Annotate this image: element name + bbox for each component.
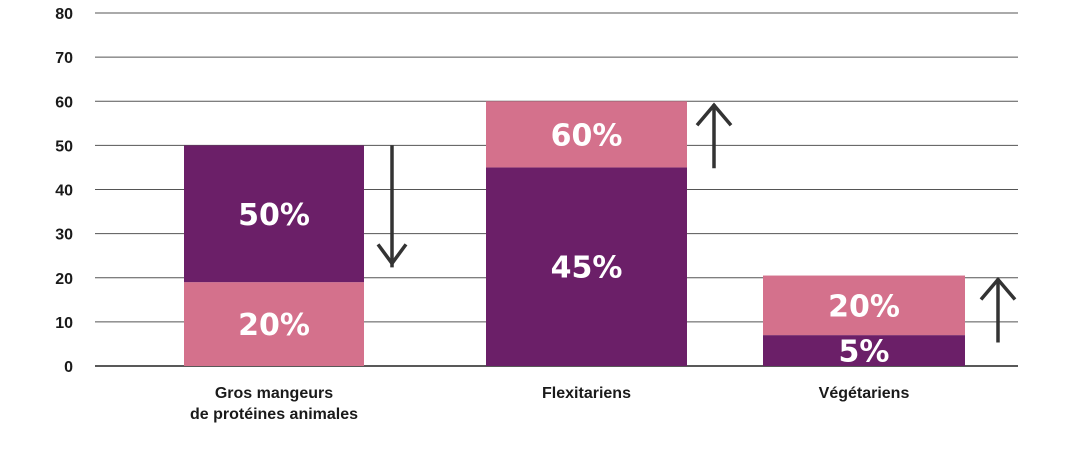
bar-segment [486,101,687,168]
category-label: Flexitariens [542,385,631,402]
category-label: Végétariens [819,385,910,402]
trend-arrows [376,102,1017,343]
category-labels: Gros mangeurs de protéines animales Flexit… [190,385,909,423]
bars [184,101,965,366]
y-tick-label: 20 [55,271,73,288]
bar-segment [184,145,364,283]
arrow-up-icon [695,102,733,169]
y-axis-tick-labels: 0 10 20 30 40 50 60 70 80 [55,6,73,376]
y-tick-label: 80 [55,6,73,23]
data-label: 5% [839,335,890,370]
data-label: 50% [238,198,310,233]
data-label: 45% [551,251,623,286]
data-labels: 20% 50% 45% 60% 5% 20% [238,118,900,369]
bar-segment [763,335,965,366]
bar-segment [763,275,965,336]
y-tick-label: 60 [55,94,73,111]
arrow-up-icon [979,276,1017,343]
arrow-down-icon [376,145,408,268]
y-tick-label: 0 [64,359,73,376]
category-label: Gros mangeurs de protéines animales [190,385,358,423]
y-tick-label: 40 [55,183,73,200]
data-label: 60% [551,118,623,153]
y-tick-label: 30 [55,227,73,244]
y-tick-label: 50 [55,138,73,155]
y-tick-label: 10 [55,315,73,332]
data-label: 20% [238,308,310,343]
y-tick-label: 70 [55,50,73,67]
bar-segment [184,282,364,366]
data-label: 20% [828,289,900,324]
bar-segment [486,167,687,366]
